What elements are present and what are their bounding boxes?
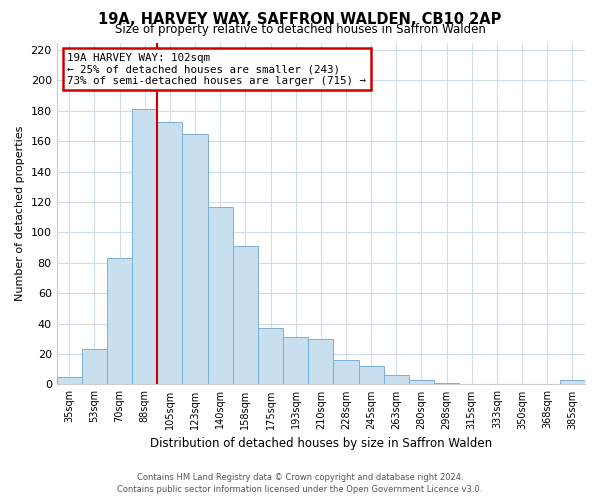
Bar: [157, 122, 182, 384]
Y-axis label: Number of detached properties: Number of detached properties: [15, 126, 25, 301]
Bar: [132, 110, 157, 384]
Bar: [182, 134, 208, 384]
Bar: [384, 376, 409, 384]
Bar: [107, 258, 132, 384]
Bar: [334, 360, 359, 384]
Text: Contains HM Land Registry data © Crown copyright and database right 2024.
Contai: Contains HM Land Registry data © Crown c…: [118, 472, 482, 494]
Bar: [233, 246, 258, 384]
Bar: [82, 350, 107, 384]
Bar: [409, 380, 434, 384]
Bar: [308, 339, 334, 384]
Bar: [283, 338, 308, 384]
Bar: [359, 366, 384, 384]
Bar: [560, 380, 585, 384]
Text: 19A HARVEY WAY: 102sqm
← 25% of detached houses are smaller (243)
73% of semi-de: 19A HARVEY WAY: 102sqm ← 25% of detached…: [67, 53, 366, 86]
Bar: [56, 377, 82, 384]
Bar: [258, 328, 283, 384]
Bar: [208, 206, 233, 384]
Text: 19A, HARVEY WAY, SAFFRON WALDEN, CB10 2AP: 19A, HARVEY WAY, SAFFRON WALDEN, CB10 2A…: [98, 12, 502, 28]
Text: Size of property relative to detached houses in Saffron Walden: Size of property relative to detached ho…: [115, 24, 485, 36]
Bar: [434, 383, 459, 384]
X-axis label: Distribution of detached houses by size in Saffron Walden: Distribution of detached houses by size …: [150, 437, 492, 450]
